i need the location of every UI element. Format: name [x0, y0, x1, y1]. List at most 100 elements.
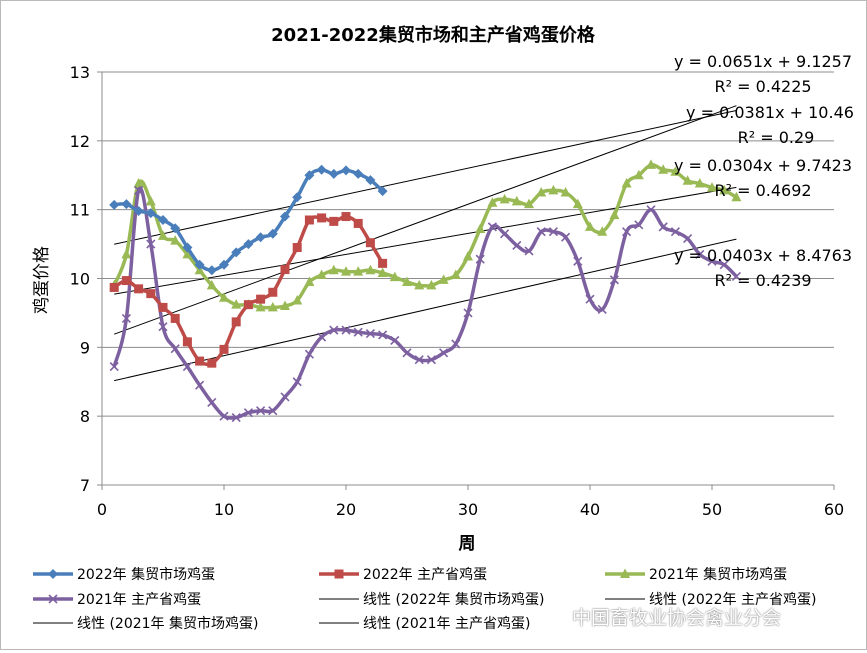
y-tick-label: 10: [70, 270, 90, 289]
legend-item: 2022年 主产省鸡蛋: [319, 566, 487, 583]
data-point: [231, 299, 242, 309]
data-point-stroke: [182, 362, 192, 372]
legend-label: 线性 (2022年 主产省鸡蛋): [649, 591, 816, 608]
data-point: [328, 264, 339, 275]
data-point-stroke: [597, 304, 607, 315]
legend-label: 2022年 集贸市场鸡蛋: [77, 566, 215, 583]
data-point-stroke: [585, 294, 595, 304]
data-point: [536, 186, 547, 197]
data-point: [658, 222, 668, 232]
data-point: [121, 276, 131, 286]
data-point: [121, 313, 131, 323]
data-point: [487, 197, 498, 207]
trendline-3: [114, 186, 737, 295]
data-point: [329, 325, 339, 335]
data-point: [487, 222, 497, 232]
x-tick-label: 50: [702, 500, 722, 519]
data-point: [145, 195, 156, 206]
data-point: [219, 344, 229, 354]
legend: 2022年 集贸市场鸡蛋 2022年 主产省鸡蛋 2021年 集贸市场鸡蛋 2021年…: [33, 566, 816, 632]
data-point: [280, 392, 290, 402]
x-tick-label: 30: [458, 500, 478, 519]
data-point: [231, 247, 242, 258]
data-point: [414, 355, 424, 365]
data-point: [170, 344, 180, 354]
data-series: [109, 159, 742, 423]
data-point: [158, 230, 168, 240]
y-tick-label: 13: [70, 63, 90, 82]
data-point: [304, 170, 315, 181]
data-point: [170, 223, 181, 234]
data-point-stroke: [561, 232, 571, 242]
data-point-stroke: [390, 335, 400, 346]
data-point: [450, 269, 461, 280]
y-tick-label: 7: [80, 476, 90, 495]
data-point: [414, 279, 425, 290]
data-point: [267, 301, 278, 312]
data-point: [695, 249, 705, 259]
data-point: [146, 289, 156, 299]
data-point: [390, 335, 400, 346]
data-point: [316, 269, 327, 280]
data-point: [256, 406, 266, 416]
series-4: [109, 185, 741, 423]
y-axis-label: 鸡蛋价格: [32, 246, 52, 314]
data-point: [109, 199, 120, 210]
data-point: [267, 228, 278, 239]
data-point: [146, 239, 156, 249]
data-point: [182, 337, 192, 347]
data-point: [475, 254, 485, 264]
data-point-stroke: [719, 260, 729, 270]
data-point-stroke: [475, 254, 485, 264]
data-point: [499, 193, 510, 204]
data-point-stroke: [243, 408, 253, 418]
data-point: [573, 256, 583, 266]
x-tick-label: 10: [214, 500, 234, 519]
data-point: [378, 330, 388, 340]
data-point: [646, 159, 656, 169]
data-point-stroke: [268, 406, 278, 416]
data-point: [292, 243, 302, 253]
data-point: [316, 164, 327, 175]
data-point: [500, 229, 510, 239]
data-point: [219, 292, 229, 302]
data-point: [292, 377, 302, 387]
data-point: [121, 199, 132, 210]
data-point: [658, 164, 669, 174]
y-tick-label: 9: [80, 338, 90, 357]
legend-item: 2022年 集贸市场鸡蛋: [33, 566, 215, 583]
data-point: [731, 271, 741, 282]
data-point: [524, 198, 534, 209]
data-point: [206, 265, 217, 276]
data-point: [621, 178, 632, 188]
data-point: [255, 301, 266, 312]
data-point: [670, 166, 681, 176]
data-point-stroke: [500, 229, 510, 239]
data-point: [158, 302, 168, 312]
data-point: [206, 279, 217, 290]
data-point-stroke: [109, 362, 119, 372]
y-tick-label: 8: [80, 407, 90, 426]
data-point: [561, 232, 571, 242]
legend-swatch-marker: [620, 568, 630, 578]
legend-item: 2021年 主产省鸡蛋: [33, 591, 201, 608]
data-point: [365, 264, 376, 275]
data-point-stroke: [634, 220, 644, 230]
data-point: [670, 227, 680, 237]
data-point-stroke: [219, 411, 229, 421]
data-point-stroke: [646, 205, 656, 215]
data-point: [585, 221, 595, 231]
data-point: [182, 248, 193, 259]
trendline-equations: y = 0.0651x + 9.1257 R² = 0.4225 y = 0.038…: [674, 52, 854, 290]
data-point: [341, 266, 351, 276]
series-line-3: [112, 163, 738, 310]
y-tick-label: 11: [70, 201, 90, 220]
data-point: [304, 276, 315, 286]
legend-item: 线性 (2021年 主产省鸡蛋): [319, 615, 530, 632]
data-point: [683, 234, 693, 244]
data-point: [439, 348, 449, 358]
data-point: [353, 266, 364, 276]
data-point: [134, 284, 144, 294]
data-point-stroke: [353, 327, 363, 337]
legend-swatch-marker: [48, 569, 58, 579]
